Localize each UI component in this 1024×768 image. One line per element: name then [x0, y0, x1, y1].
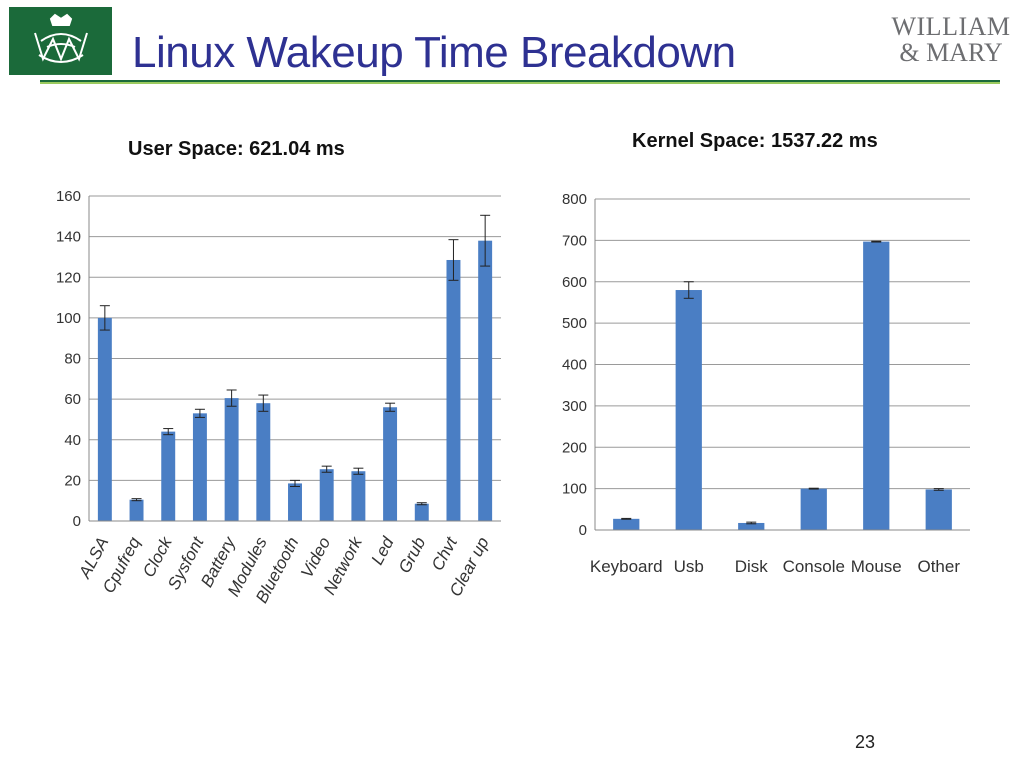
- user-x-tick-label: Chvt: [428, 533, 462, 574]
- user-bar-led: [383, 407, 398, 521]
- user-bar-network: [351, 471, 366, 521]
- brand-wordmark: WILLIAM & MARY: [886, 14, 1016, 66]
- cypher-crest-icon: [33, 13, 88, 63]
- kernel-y-tick-label: 300: [562, 398, 587, 415]
- user-x-tick-label: Grub: [395, 534, 430, 576]
- kernel-bar-mouse: [863, 241, 890, 530]
- user-x-tick-label: Led: [368, 533, 398, 567]
- user-bar-sysfont: [192, 413, 207, 521]
- kernel-y-tick-label: 600: [562, 274, 587, 291]
- user-bar-clock: [161, 431, 176, 521]
- user-bar-clear-up: [478, 240, 493, 521]
- user-y-tick-label: 20: [64, 472, 81, 489]
- user-bar-cpufreq: [129, 499, 144, 521]
- user-space-chart: 020406080100120140160ALSACpufreqClockSys…: [56, 188, 501, 606]
- kernel-x-tick-label: Keyboard: [590, 557, 663, 576]
- user-bar-video: [319, 469, 334, 521]
- kernel-x-tick-label: Disk: [735, 557, 769, 576]
- brand-line-1: WILLIAM: [891, 12, 1011, 41]
- kernel-x-tick-label: Usb: [674, 557, 704, 576]
- title-divider-accent: [40, 82, 1000, 84]
- user-bar-alsa: [97, 317, 112, 521]
- kernel-y-tick-label: 400: [562, 357, 587, 374]
- kernel-bar-usb: [675, 290, 702, 530]
- kernel-space-heading: Kernel Space: 1537.22 ms: [632, 130, 878, 152]
- user-bar-bluetooth: [288, 483, 302, 521]
- kernel-y-tick-label: 200: [562, 439, 587, 456]
- kernel-x-tick-label: Other: [917, 557, 960, 576]
- title-divider: [40, 80, 1000, 82]
- user-bar-battery: [224, 398, 239, 521]
- page-number: 23: [855, 732, 876, 752]
- slide-title: Linux Wakeup Time Breakdown: [132, 28, 736, 77]
- user-y-tick-label: 60: [64, 391, 81, 408]
- user-y-tick-label: 0: [73, 513, 81, 530]
- user-y-tick-label: 120: [56, 269, 81, 286]
- user-bar-grub: [414, 503, 429, 521]
- kernel-y-tick-label: 800: [562, 191, 587, 208]
- user-y-tick-label: 160: [56, 188, 81, 205]
- kernel-x-tick-label: Mouse: [851, 557, 902, 576]
- user-bar-modules: [256, 403, 271, 521]
- university-logo: [9, 7, 112, 75]
- kernel-x-tick-label: Console: [783, 557, 845, 576]
- user-y-tick-label: 140: [56, 229, 81, 246]
- kernel-bar-console: [800, 488, 827, 530]
- user-space-heading: User Space: 621.04 ms: [128, 138, 345, 160]
- kernel-space-chart: 0 100 200 300 400 500 600 700 800 Keyboard Usb Disk…: [562, 191, 970, 576]
- user-y-tick-label: 80: [64, 351, 81, 368]
- kernel-bar-other: [925, 489, 952, 530]
- kernel-bar-disk: [738, 522, 765, 530]
- kernel-y-tick-label: 100: [562, 481, 587, 498]
- kernel-bar-keyboard: [613, 518, 640, 530]
- user-y-tick-label: 100: [56, 310, 81, 327]
- user-y-tick-label: 40: [64, 432, 81, 449]
- kernel-y-tick-label: 700: [562, 232, 587, 249]
- user-bar-chvt: [446, 259, 461, 521]
- brand-line-2: & MARY: [899, 38, 1003, 67]
- kernel-y-tick-label: 500: [562, 315, 587, 332]
- kernel-y-tick-label: 0: [579, 522, 587, 539]
